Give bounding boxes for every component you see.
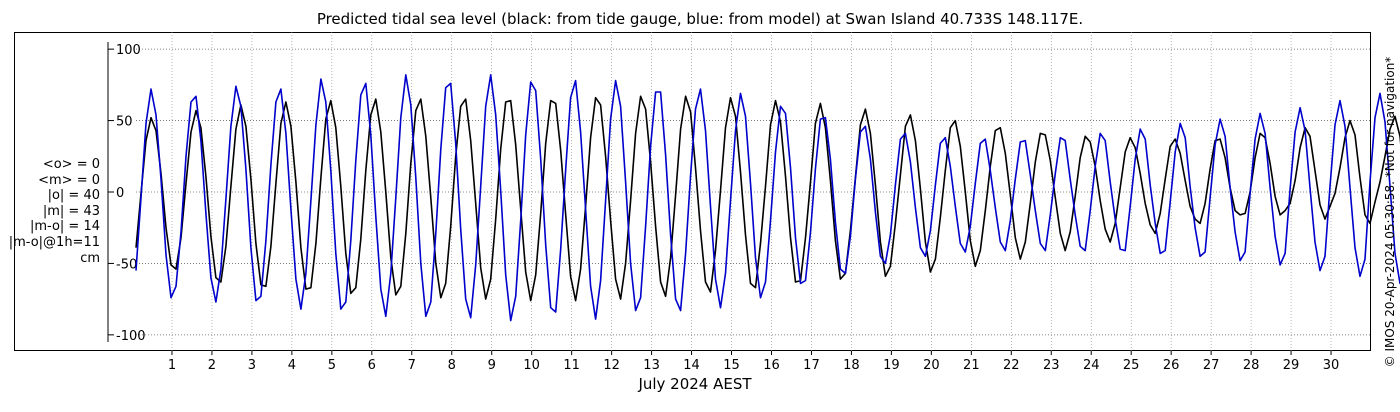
- x-tick-label: 27: [1203, 358, 1220, 373]
- stats-abs-difference: |m-o| = 14: [29, 219, 100, 235]
- x-tick-label: 24: [1083, 358, 1100, 373]
- y-tick-label: 100: [116, 43, 141, 58]
- x-tick-label: 19: [883, 358, 900, 373]
- x-tick-label: 8: [448, 358, 456, 373]
- x-tick-label: 15: [723, 358, 740, 373]
- x-tick-label: 18: [843, 358, 860, 373]
- stats-panel: <o> = 0 <m> = 0 |o| = 40 |m| = 43 |m-o| …: [0, 157, 100, 266]
- copyright-notice: © IMOS 20-Apr-2024 05:30:58. *Not for na…: [1383, 56, 1397, 368]
- x-tick-label: 7: [408, 358, 416, 373]
- outer-box: [14, 32, 1371, 351]
- stats-unit: cm: [80, 250, 100, 266]
- stats-abs-difference-1h: |m-o|@1h=11: [8, 234, 100, 250]
- x-tick-label: 4: [288, 358, 296, 373]
- stats-mean-model: <m> = 0: [38, 172, 100, 188]
- x-tick-label: 5: [328, 358, 336, 373]
- x-tick-label: 20: [923, 358, 940, 373]
- x-tick-label: 14: [683, 358, 700, 373]
- y-tick-label: -100: [116, 329, 146, 344]
- x-tick-label: 21: [963, 358, 980, 373]
- x-tick-label: 9: [488, 358, 496, 373]
- x-tick-label: 2: [208, 358, 216, 373]
- y-tick-label: 0: [116, 186, 124, 201]
- series-line-model: [135, 74, 1400, 322]
- x-tick-label: 10: [523, 358, 540, 373]
- series-line-tide-gauge: [135, 95, 1400, 302]
- stats-mean-observed: <o> = 0: [42, 157, 100, 172]
- stats-abs-observed: |o| = 40: [47, 188, 100, 204]
- x-axis-label: July 2024 AEST: [638, 375, 752, 393]
- chart-title: Predicted tidal sea level (black: from t…: [316, 10, 1084, 28]
- x-tick-label: 13: [643, 358, 660, 373]
- x-tick-label: 1: [168, 358, 176, 373]
- x-tick-label: 6: [368, 358, 376, 373]
- x-tick-label: 11: [563, 358, 580, 373]
- x-tick-label: 23: [1043, 358, 1060, 373]
- x-tick-label: 17: [803, 358, 820, 373]
- x-tick-label: 26: [1163, 358, 1180, 373]
- x-tick-label: 16: [763, 358, 780, 373]
- y-tick-label: 50: [116, 115, 133, 130]
- x-tick-label: 3: [248, 358, 256, 373]
- x-tick-label: 29: [1283, 358, 1300, 373]
- x-tick-label: 22: [1003, 358, 1020, 373]
- x-tick-label: 28: [1243, 358, 1260, 373]
- series-lines: [135, 74, 1400, 322]
- x-tick-label: 30: [1323, 358, 1340, 373]
- stats-abs-model: |m| = 43: [42, 203, 100, 219]
- x-tick-label: 25: [1123, 358, 1140, 373]
- x-tick-label: 12: [603, 358, 620, 373]
- y-tick-label: -50: [116, 257, 137, 272]
